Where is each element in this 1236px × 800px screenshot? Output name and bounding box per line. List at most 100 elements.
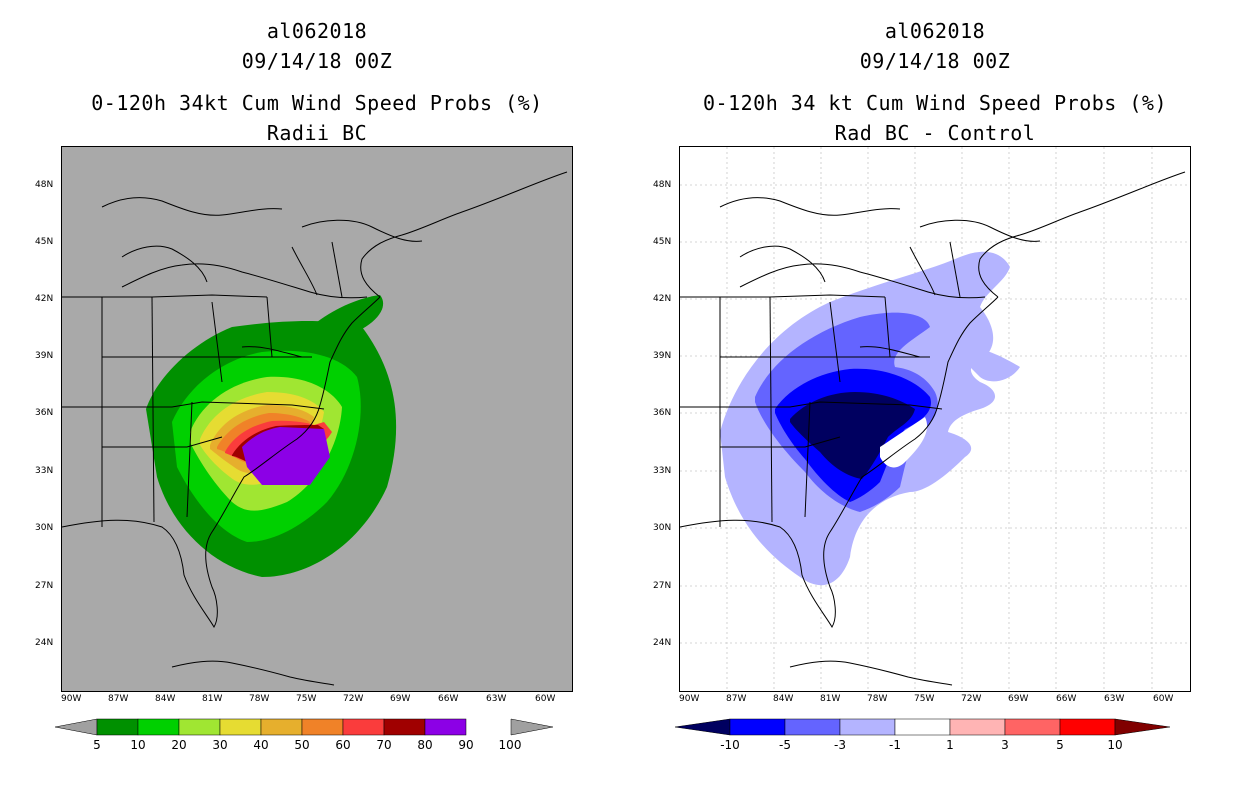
y-tick: 27N — [653, 581, 672, 591]
y-tick: 27N — [35, 581, 54, 591]
x-tick: 60W — [535, 694, 556, 704]
left-subtitle: Radii BC — [266, 121, 368, 145]
x-tick: 63W — [1104, 694, 1125, 704]
x-tick: 78W — [867, 694, 888, 704]
y-tick: 45N — [35, 237, 54, 247]
left-title: 0-120h 34kt Cum Wind Speed Probs (%) — [91, 91, 543, 115]
left-cb-cell — [260, 718, 303, 736]
left-coastlines — [62, 171, 568, 686]
right-cb-high-arrow — [1114, 718, 1171, 736]
left-cb-cell — [301, 718, 344, 736]
x-tick: 63W — [486, 694, 507, 704]
cb-label: -10 — [720, 738, 740, 752]
right-cb-cell — [894, 718, 951, 736]
cb-label: 90 — [458, 738, 474, 752]
x-tick: 66W — [1056, 694, 1077, 704]
left-cb-cell — [383, 718, 426, 736]
right-storm-id: al062018 — [884, 19, 986, 43]
left-cb-cell — [424, 718, 467, 736]
x-tick: 69W — [390, 694, 411, 704]
cb-label: 1 — [946, 738, 954, 752]
x-tick: 78W — [249, 694, 270, 704]
left-cb-low-arrow — [55, 718, 98, 736]
right-cb-cell — [1004, 718, 1061, 736]
x-tick: 75W — [296, 694, 317, 704]
y-tick: 30N — [35, 523, 54, 533]
x-tick: 81W — [202, 694, 223, 704]
x-tick: 84W — [155, 694, 176, 704]
cb-label: 100 — [498, 738, 522, 752]
right-coastlines — [680, 171, 1186, 686]
y-tick: 30N — [653, 523, 672, 533]
x-tick: 60W — [1153, 694, 1174, 704]
cb-label: 80 — [417, 738, 433, 752]
y-tick: 24N — [35, 638, 54, 648]
left-map — [61, 146, 573, 692]
diff-ne-patch — [950, 345, 1020, 382]
cb-label: 30 — [212, 738, 228, 752]
y-tick: 42N — [35, 294, 54, 304]
x-tick: 75W — [914, 694, 935, 704]
y-tick: 39N — [653, 351, 672, 361]
x-tick: 81W — [820, 694, 841, 704]
x-tick: 87W — [108, 694, 129, 704]
diff-coastal-white-gap — [880, 417, 928, 468]
y-tick: 36N — [35, 408, 54, 418]
y-tick: 36N — [653, 408, 672, 418]
x-tick: 90W — [61, 694, 82, 704]
left-colorbar — [55, 718, 554, 736]
left-cb-cell — [342, 718, 385, 736]
right-cb-cell — [729, 718, 786, 736]
x-tick: 66W — [438, 694, 459, 704]
prob-90-100-region — [242, 427, 330, 485]
prob-northeast-band — [317, 295, 384, 330]
y-tick: 45N — [653, 237, 672, 247]
left-cb-high-arrow — [510, 718, 554, 736]
right-cb-cell — [1059, 718, 1116, 736]
y-tick: 33N — [35, 466, 54, 476]
y-tick: 48N — [35, 180, 54, 190]
x-tick: 84W — [773, 694, 794, 704]
left-cb-cell — [178, 718, 221, 736]
y-tick: 33N — [653, 466, 672, 476]
cb-label: 10 — [1107, 738, 1123, 752]
x-tick: 90W — [679, 694, 700, 704]
cb-label: 50 — [294, 738, 310, 752]
y-tick: 24N — [653, 638, 672, 648]
left-storm-id: al062018 — [266, 19, 368, 43]
cb-label: 3 — [1001, 738, 1009, 752]
right-colorbar — [675, 718, 1171, 736]
y-tick: 48N — [653, 180, 672, 190]
cb-label: 60 — [335, 738, 351, 752]
left-map-svg — [62, 171, 568, 686]
right-cb-cell — [839, 718, 896, 736]
x-tick: 69W — [1008, 694, 1029, 704]
y-tick: 42N — [653, 294, 672, 304]
left-cb-cell — [219, 718, 262, 736]
right-map — [679, 146, 1191, 692]
x-tick: 72W — [343, 694, 364, 704]
right-cb-cell — [949, 718, 1006, 736]
right-cb-cell — [784, 718, 841, 736]
left-datetime: 09/14/18 00Z — [241, 49, 393, 73]
right-map-svg — [680, 147, 1190, 691]
cb-label: 5 — [1056, 738, 1064, 752]
right-cb-low-arrow — [675, 718, 731, 736]
cb-label: 5 — [93, 738, 101, 752]
cb-label: 10 — [130, 738, 146, 752]
left-cb-cell — [137, 718, 180, 736]
x-tick: 72W — [961, 694, 982, 704]
diff-below-minus10 — [790, 392, 915, 479]
right-title: 0-120h 34 kt Cum Wind Speed Probs (%) — [702, 91, 1168, 115]
cb-label: 70 — [376, 738, 392, 752]
right-datetime: 09/14/18 00Z — [859, 49, 1011, 73]
cb-label: 40 — [253, 738, 269, 752]
cb-label: 20 — [171, 738, 187, 752]
cb-label: -3 — [834, 738, 846, 752]
x-tick: 87W — [726, 694, 747, 704]
left-cb-cell — [96, 718, 139, 736]
right-subtitle: Rad BC - Control — [834, 121, 1036, 145]
cb-label: -1 — [889, 738, 901, 752]
cb-label: -5 — [779, 738, 791, 752]
y-tick: 39N — [35, 351, 54, 361]
